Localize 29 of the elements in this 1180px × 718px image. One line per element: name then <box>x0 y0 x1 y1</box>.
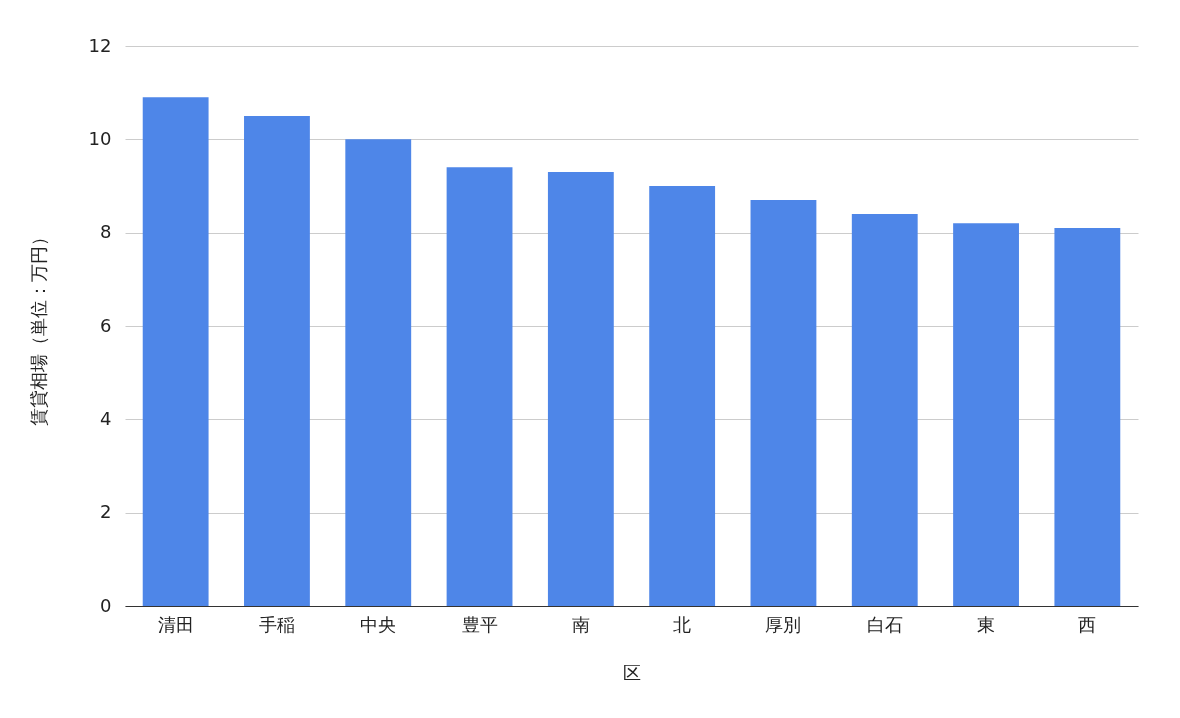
x-tick-label: 東 <box>977 613 996 635</box>
y-axis-title: 賃貸相場（単位：万円） <box>27 227 49 426</box>
y-tick-label: 6 <box>100 314 112 336</box>
bar <box>345 139 412 606</box>
x-tick-label: 西 <box>1078 613 1097 635</box>
bar <box>547 172 614 606</box>
bar <box>750 200 817 606</box>
y-tick-label: 12 <box>88 34 112 56</box>
y-tick-label: 8 <box>100 221 112 243</box>
y-tick-label: 4 <box>100 407 112 429</box>
x-tick-label: 中央 <box>360 613 397 635</box>
bar <box>953 223 1019 606</box>
bar <box>142 97 209 606</box>
y-tick-label: 2 <box>100 501 112 523</box>
x-axis-title: 区 <box>623 661 641 683</box>
x-tick-label: 豊平 <box>461 613 498 635</box>
x-tick-label: 手稲 <box>258 613 295 635</box>
bar <box>649 186 716 606</box>
x-tick-label: 北 <box>673 613 692 635</box>
bar <box>851 214 918 606</box>
bar <box>446 167 513 606</box>
x-tick-label: 白石 <box>866 613 903 635</box>
y-tick-label: 0 <box>100 594 112 616</box>
x-tick-label: 清田 <box>157 613 194 635</box>
bar <box>244 116 310 606</box>
x-tick-label: 厚別 <box>765 613 802 635</box>
x-tick-label: 南 <box>571 613 590 635</box>
y-tick-label: 10 <box>88 127 112 149</box>
bar <box>1054 228 1121 606</box>
